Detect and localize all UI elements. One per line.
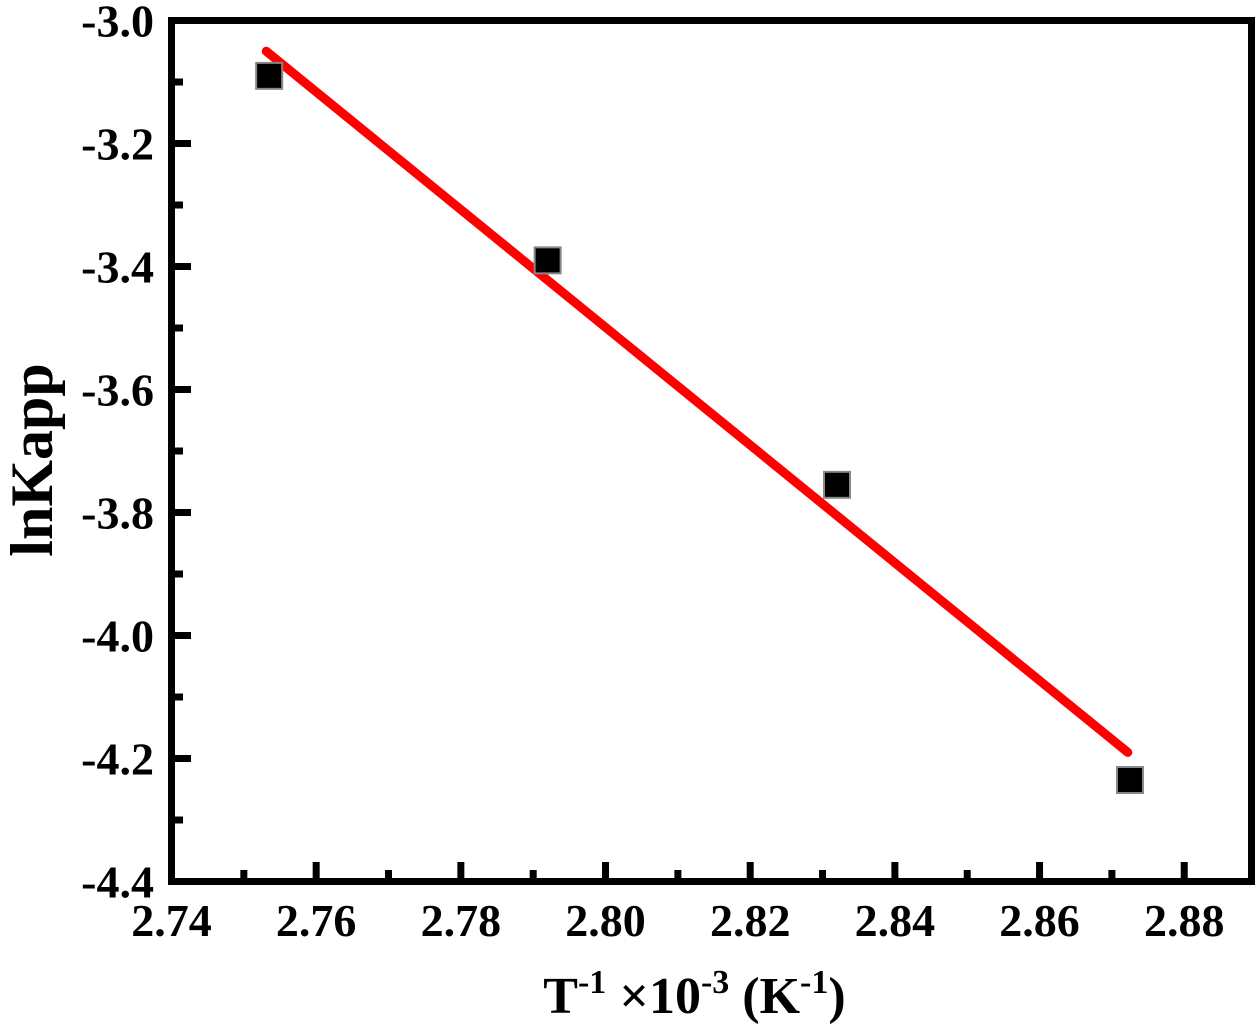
x-tick-label: 2.86	[999, 895, 1080, 946]
x-axis-title-superscript: -1	[800, 964, 828, 1001]
y-tick-label: -4.2	[81, 734, 154, 785]
y-tick-label: -3.4	[81, 242, 154, 293]
x-tick-label: 2.84	[855, 895, 936, 946]
y-tick-label: -3.0	[81, 0, 154, 47]
y-tick-label: -4.0	[81, 611, 154, 662]
x-tick-label: 2.76	[276, 895, 357, 946]
x-axis-title-segment: T	[543, 968, 578, 1025]
data-point-marker	[823, 470, 852, 499]
data-point-marker	[255, 61, 284, 90]
plot-frame	[168, 17, 1255, 885]
x-axis-title-segment: )	[828, 968, 845, 1025]
x-axis-title-segment: (K	[729, 968, 800, 1025]
x-axis-title-segment: ×10	[606, 968, 701, 1025]
data-point-marker	[1115, 766, 1144, 795]
y-tick-label: -4.4	[81, 857, 154, 908]
x-tick-label: 2.78	[421, 895, 502, 946]
x-axis-title: T-1 ×10-3 (K-1)	[543, 964, 845, 1025]
y-tick-label: -3.8	[81, 488, 154, 539]
data-point-marker	[533, 246, 562, 275]
x-axis-title-superscript: -3	[701, 964, 729, 1001]
x-tick-label: 2.82	[710, 895, 791, 946]
x-tick-label: 2.74	[131, 895, 212, 946]
x-axis-title-superscript: -1	[578, 964, 606, 1001]
y-axis-title: lnKapp	[0, 363, 65, 556]
x-tick-label: 2.80	[565, 895, 646, 946]
y-tick-label: -3.6	[81, 365, 154, 416]
y-tick-label: -3.2	[81, 119, 154, 170]
x-tick-label: 2.88	[1144, 895, 1225, 946]
linear-fit-line	[261, 46, 1133, 757]
